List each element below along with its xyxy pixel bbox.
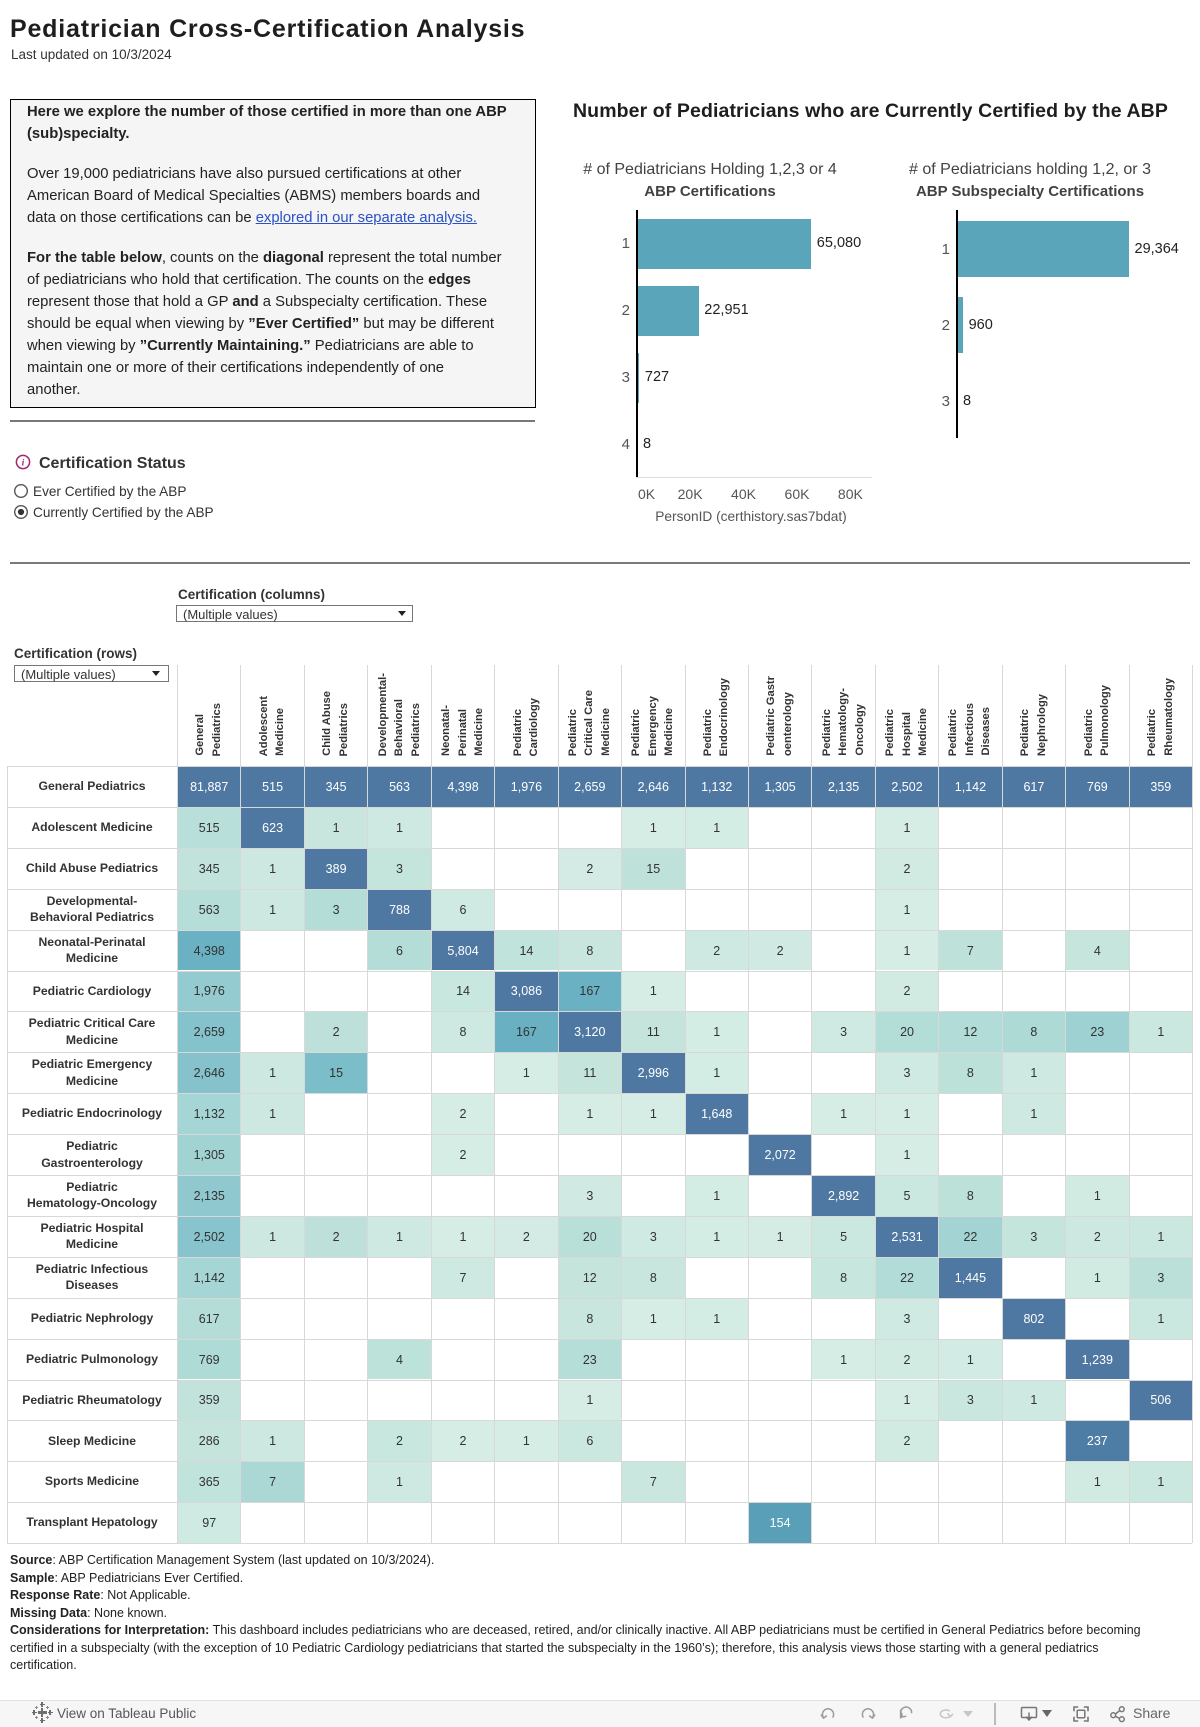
svg-text:i: i xyxy=(22,458,25,468)
